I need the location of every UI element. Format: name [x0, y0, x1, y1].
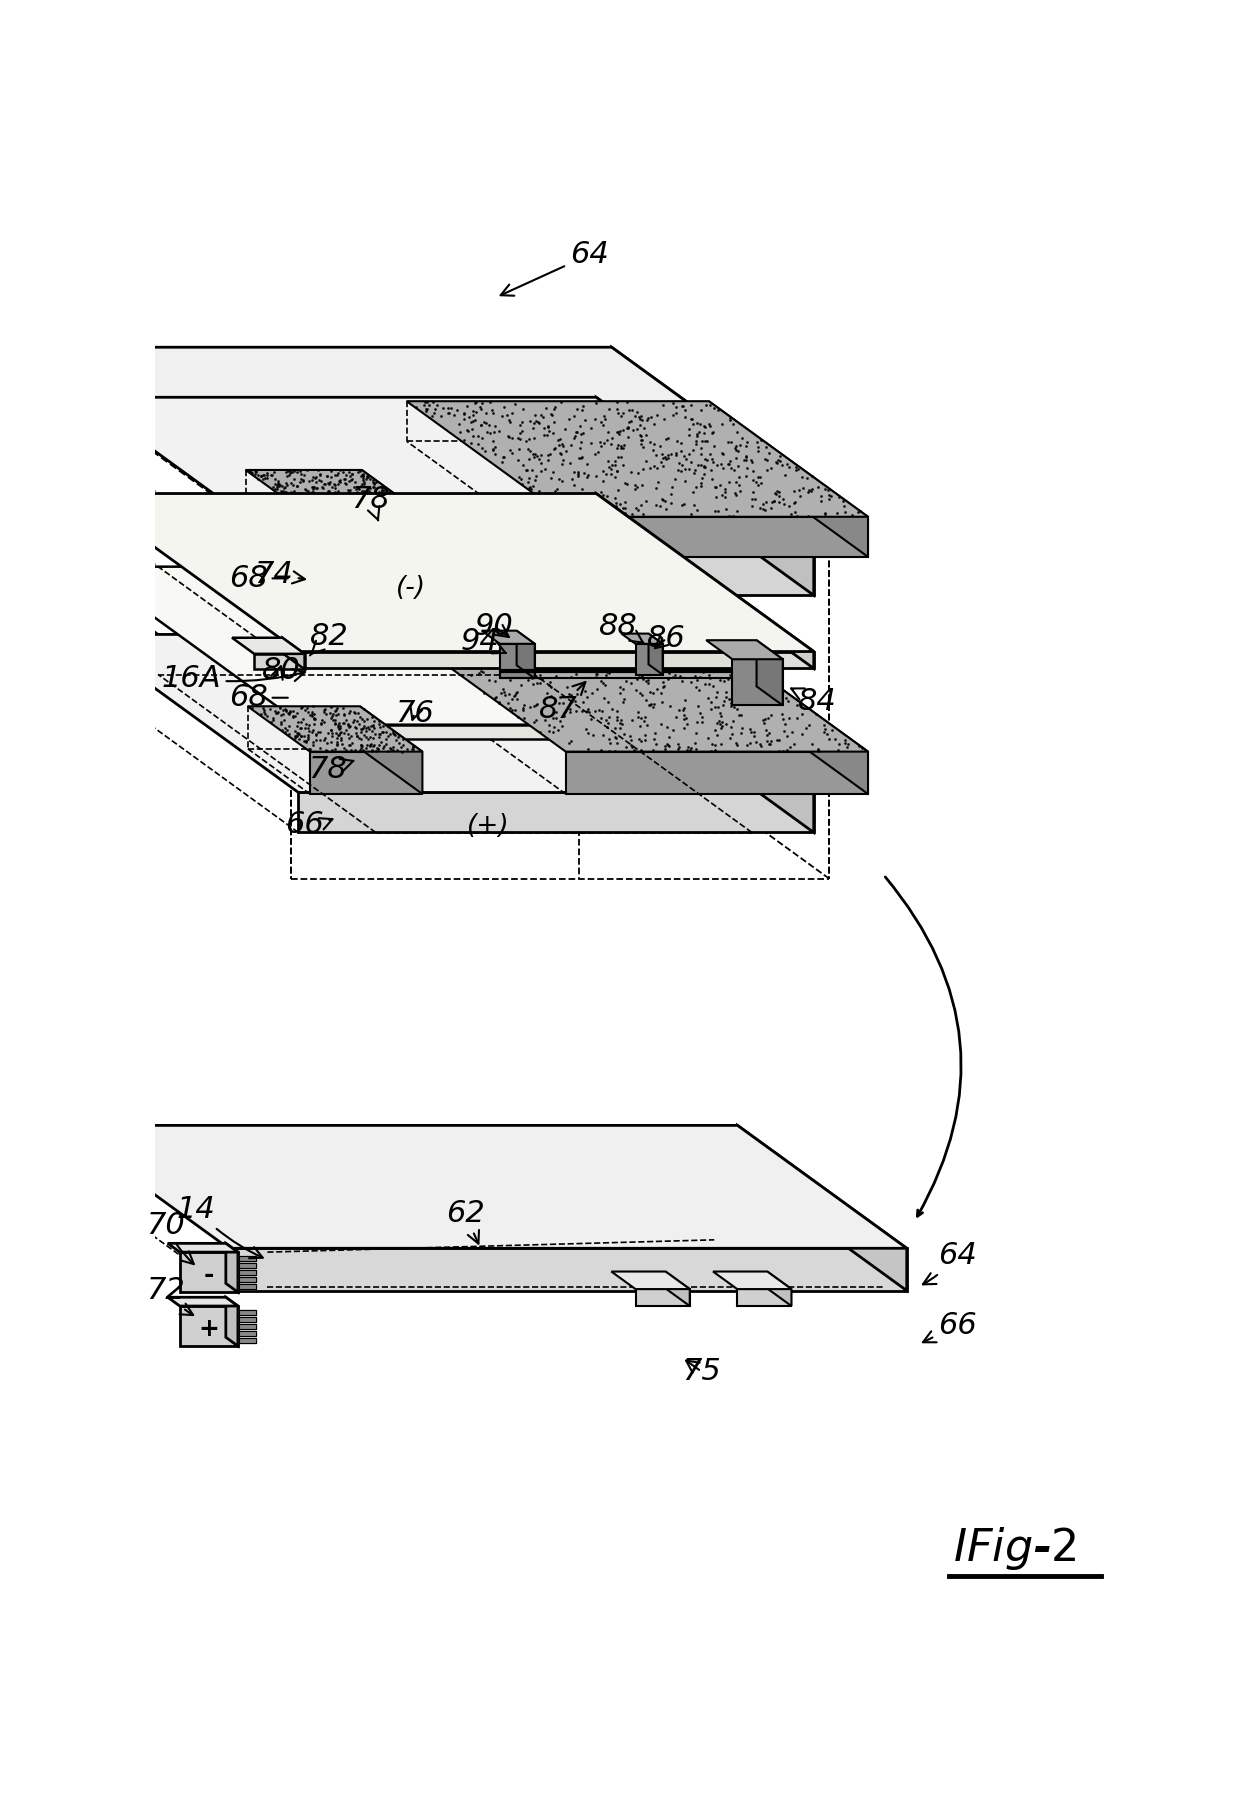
- Polygon shape: [709, 400, 868, 557]
- Text: 68: 68: [228, 565, 268, 594]
- Polygon shape: [238, 1277, 255, 1283]
- Text: -: -: [203, 1263, 213, 1288]
- Polygon shape: [238, 1337, 255, 1342]
- Polygon shape: [167, 1297, 238, 1306]
- Text: 70: 70: [146, 1210, 193, 1265]
- Polygon shape: [238, 1256, 255, 1261]
- Text: $\mathit{IFig}$-$\mathit{2}$: $\mathit{IFig}$-$\mathit{2}$: [954, 1524, 1076, 1571]
- Polygon shape: [713, 1272, 791, 1290]
- Polygon shape: [596, 635, 813, 832]
- Polygon shape: [81, 635, 813, 792]
- Polygon shape: [248, 559, 306, 592]
- Polygon shape: [238, 1310, 255, 1315]
- Polygon shape: [481, 631, 534, 644]
- Polygon shape: [299, 556, 813, 595]
- Polygon shape: [733, 658, 782, 705]
- Polygon shape: [768, 1272, 791, 1306]
- Polygon shape: [666, 1272, 689, 1306]
- Polygon shape: [611, 1272, 689, 1290]
- Polygon shape: [84, 346, 830, 505]
- Polygon shape: [228, 1248, 906, 1290]
- Polygon shape: [238, 1263, 255, 1268]
- Polygon shape: [596, 397, 813, 595]
- Text: 66: 66: [923, 1312, 977, 1342]
- Text: 64: 64: [923, 1241, 977, 1284]
- Polygon shape: [611, 346, 830, 543]
- Polygon shape: [226, 543, 306, 559]
- Text: 76: 76: [396, 698, 434, 727]
- Text: 64: 64: [501, 240, 609, 296]
- Polygon shape: [565, 516, 868, 557]
- Polygon shape: [407, 637, 868, 752]
- Polygon shape: [299, 792, 813, 832]
- Polygon shape: [226, 1243, 238, 1292]
- Text: 14: 14: [176, 1196, 263, 1257]
- Polygon shape: [517, 631, 534, 678]
- Text: 82: 82: [310, 622, 348, 655]
- Text: 68: 68: [228, 684, 268, 713]
- Polygon shape: [167, 1243, 238, 1252]
- Text: 78: 78: [351, 485, 389, 520]
- Text: 62: 62: [445, 1200, 485, 1243]
- Text: (-): (-): [396, 575, 425, 601]
- Text: 94: 94: [461, 628, 506, 657]
- Polygon shape: [756, 640, 782, 705]
- Polygon shape: [283, 639, 305, 669]
- Polygon shape: [248, 707, 423, 752]
- Polygon shape: [738, 1126, 906, 1290]
- Text: 72: 72: [146, 1275, 193, 1315]
- Polygon shape: [284, 543, 306, 592]
- Polygon shape: [180, 1306, 238, 1346]
- Polygon shape: [303, 725, 813, 738]
- Polygon shape: [232, 639, 305, 653]
- Text: 88: 88: [599, 612, 644, 642]
- Polygon shape: [635, 644, 662, 675]
- Polygon shape: [238, 1284, 255, 1290]
- Polygon shape: [596, 566, 813, 738]
- Text: (+): (+): [467, 814, 510, 839]
- Text: 78: 78: [309, 754, 353, 785]
- Polygon shape: [238, 1331, 255, 1337]
- Polygon shape: [310, 752, 423, 794]
- Text: 87: 87: [538, 682, 585, 723]
- Text: 90: 90: [474, 612, 513, 640]
- Polygon shape: [81, 494, 813, 651]
- Polygon shape: [596, 494, 813, 669]
- Text: 75: 75: [682, 1357, 720, 1385]
- Text: 16A: 16A: [161, 664, 305, 693]
- Text: 74: 74: [254, 559, 305, 590]
- Polygon shape: [565, 752, 868, 794]
- Text: 86: 86: [647, 624, 686, 653]
- Polygon shape: [738, 1290, 791, 1306]
- Polygon shape: [500, 644, 534, 678]
- Polygon shape: [84, 566, 813, 725]
- Polygon shape: [180, 1252, 238, 1292]
- Polygon shape: [303, 505, 830, 543]
- Polygon shape: [226, 1297, 238, 1346]
- Polygon shape: [360, 707, 423, 794]
- Text: 66: 66: [285, 810, 332, 839]
- Text: 84: 84: [791, 687, 837, 716]
- Polygon shape: [238, 1270, 255, 1275]
- Polygon shape: [60, 1126, 906, 1248]
- Polygon shape: [238, 1324, 255, 1330]
- Text: +: +: [198, 1317, 219, 1340]
- Polygon shape: [709, 637, 868, 794]
- Polygon shape: [621, 633, 662, 644]
- Polygon shape: [362, 471, 427, 557]
- Polygon shape: [238, 1317, 255, 1322]
- Polygon shape: [254, 653, 305, 669]
- Text: 80: 80: [262, 657, 301, 686]
- Polygon shape: [649, 633, 662, 675]
- Polygon shape: [81, 397, 813, 556]
- Polygon shape: [299, 651, 813, 669]
- Polygon shape: [310, 516, 427, 557]
- Polygon shape: [246, 471, 427, 516]
- Polygon shape: [407, 400, 868, 516]
- Polygon shape: [635, 1290, 689, 1306]
- Polygon shape: [707, 640, 782, 658]
